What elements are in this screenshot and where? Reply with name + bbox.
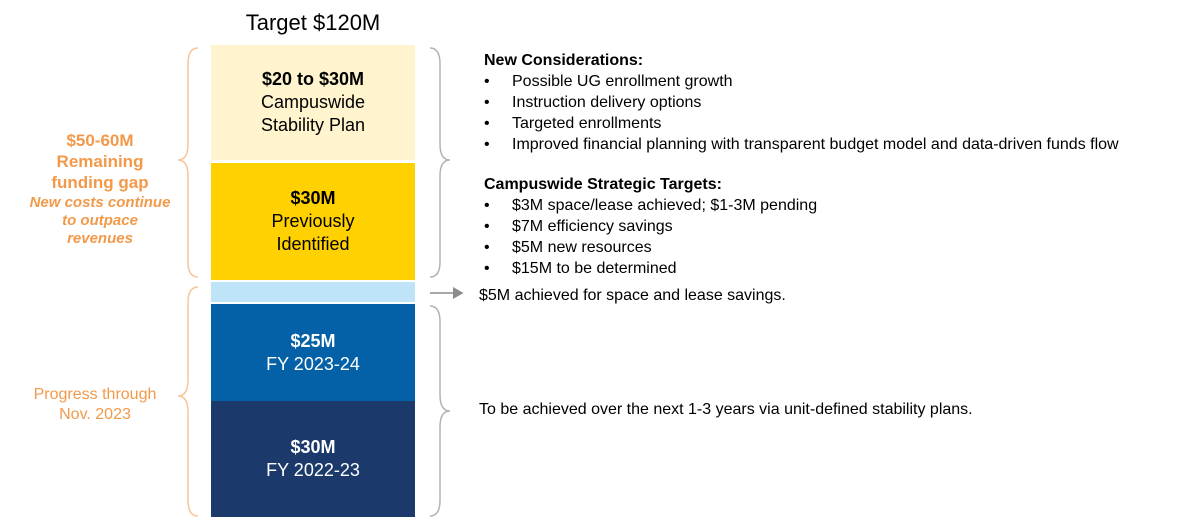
left-brace-bottom bbox=[177, 286, 199, 517]
block-label: Campuswide bbox=[260, 92, 366, 112]
new-considerations: New Considerations: Possible UG enrollme… bbox=[484, 50, 1119, 155]
list-item: Improved financial planning with transpa… bbox=[484, 134, 1119, 155]
right-brace-bottom bbox=[429, 305, 451, 517]
block-stability-plan: $20 to $30M Campuswide Stability Plan bbox=[211, 45, 415, 160]
block-fy-2023-24: $25M FY 2023-24 bbox=[211, 304, 415, 401]
block-previously-identified: $30M Previously Identified bbox=[211, 163, 415, 280]
block-space-lease-savings bbox=[211, 282, 415, 302]
right-brace-top bbox=[429, 47, 451, 278]
block-label: Identified bbox=[276, 234, 350, 254]
considerations-heading: New Considerations: bbox=[484, 52, 644, 69]
progress-line: Progress through bbox=[33, 386, 157, 403]
block-label: FY 2022-23 bbox=[266, 460, 360, 480]
block-amount: $30M bbox=[290, 437, 336, 457]
block-amount: $20 to $30M bbox=[261, 69, 365, 89]
funding-gap-note: to outpace bbox=[62, 212, 138, 229]
strategic-heading: Campuswide Strategic Targets: bbox=[484, 176, 722, 193]
funding-gap-label: $50-60M Remaining funding gap New costs … bbox=[20, 130, 180, 247]
funding-gap-line: Remaining bbox=[56, 152, 144, 171]
list-item: $7M efficiency savings bbox=[484, 216, 817, 237]
list-item: Instruction delivery options bbox=[484, 92, 1119, 113]
block-amount: $30M bbox=[290, 188, 336, 208]
chart-title: Target $120M bbox=[245, 10, 381, 35]
block-amount: $25M bbox=[290, 330, 336, 351]
achieved-note: $5M achieved for space and lease savings… bbox=[479, 287, 786, 304]
block-label: FY 2023-24 bbox=[266, 353, 360, 374]
block-fy-2022-23: $30M FY 2022-23 bbox=[211, 401, 415, 517]
list-item: $15M to be determined bbox=[484, 258, 817, 279]
funding-gap-amount: $50-60M bbox=[66, 131, 134, 150]
funding-gap-line: funding gap bbox=[51, 173, 149, 192]
progress-line: Nov. 2023 bbox=[59, 406, 131, 423]
funding-gap-note: revenues bbox=[67, 230, 133, 247]
list-item: $3M space/lease achieved; $1-3M pending bbox=[484, 195, 817, 216]
left-brace-top bbox=[177, 47, 199, 278]
block-label: Stability Plan bbox=[260, 115, 366, 135]
list-item: Targeted enrollments bbox=[484, 113, 1119, 134]
strategic-targets: Campuswide Strategic Targets: $3M space/… bbox=[484, 174, 817, 279]
list-item: $5M new resources bbox=[484, 237, 817, 258]
progress-label: Progress through Nov. 2023 bbox=[20, 385, 170, 425]
list-item: Possible UG enrollment growth bbox=[484, 71, 1119, 92]
funding-gap-note: New costs continue bbox=[29, 194, 171, 211]
block-label: Previously bbox=[271, 211, 355, 231]
future-note: To be achieved over the next 1-3 years v… bbox=[479, 401, 973, 418]
